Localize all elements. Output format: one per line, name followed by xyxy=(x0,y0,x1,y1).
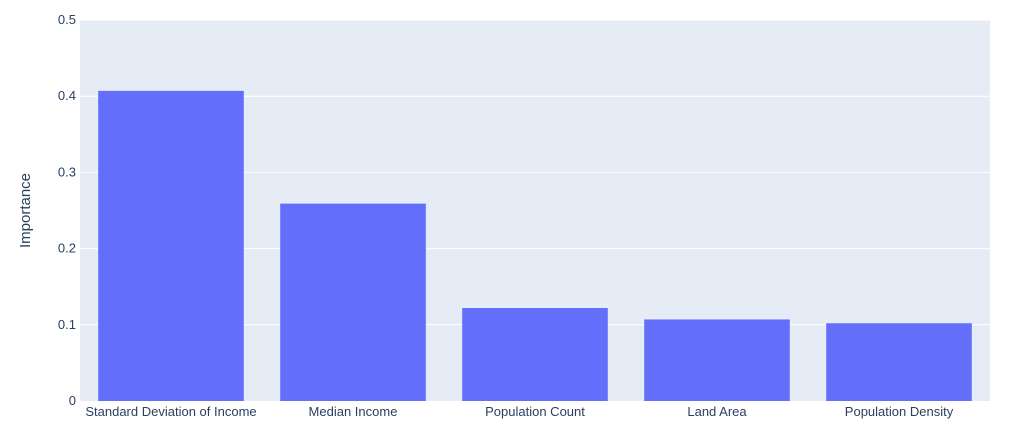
bars xyxy=(98,90,972,401)
x-tick-label: Median Income xyxy=(309,404,398,419)
bar xyxy=(280,203,426,401)
bar xyxy=(826,323,972,401)
x-tick-label: Population Count xyxy=(485,404,585,419)
x-tick-label: Population Density xyxy=(845,404,954,419)
bar xyxy=(462,308,608,401)
x-tick-label: Land Area xyxy=(687,404,747,419)
x-axis-ticks: Standard Deviation of Income Median Incom… xyxy=(85,404,953,419)
y-tick-label: 0.2 xyxy=(58,241,76,256)
y-tick-label: 0 xyxy=(69,393,76,408)
y-tick-label: 0.4 xyxy=(58,88,76,103)
y-tick-label: 0.5 xyxy=(58,12,76,27)
y-axis-ticks: 0 0.1 0.2 0.3 0.4 0.5 xyxy=(58,12,76,408)
bar xyxy=(644,319,790,401)
bar xyxy=(98,90,244,401)
y-tick-label: 0.1 xyxy=(58,317,76,332)
x-tick-label: Standard Deviation of Income xyxy=(85,404,256,419)
y-tick-label: 0.3 xyxy=(58,164,76,179)
y-axis-title: Importance xyxy=(17,173,34,248)
